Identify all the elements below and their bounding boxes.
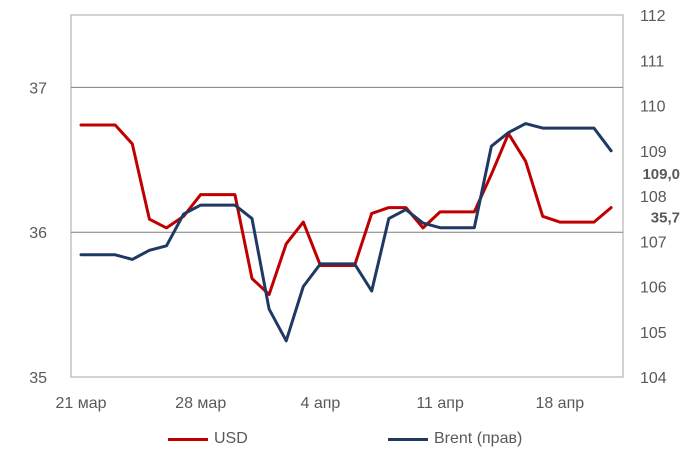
legend-item-brent: Brent (прав) <box>388 428 522 450</box>
end-value-label: 35,7 <box>651 210 680 227</box>
right-y-axis: 104 105 106 107 108 109 110 111 112 <box>640 8 667 387</box>
legend-label-brent: Brent (прав) <box>434 430 523 447</box>
right-tick-label: 109 <box>640 144 667 161</box>
gridlines <box>71 86 623 233</box>
legend-label-usd: USD <box>214 430 248 447</box>
right-tick-label: 104 <box>640 370 667 387</box>
legend-swatch-brent <box>388 437 428 441</box>
series-line-usd <box>79 123 613 296</box>
right-tick-label: 107 <box>640 234 667 251</box>
right-tick-label: 111 <box>640 53 664 70</box>
x-tick-label: 28 мар <box>175 395 226 412</box>
right-tick-label: 112 <box>640 8 666 25</box>
plot-area <box>70 14 624 378</box>
x-tick-label: 11 апр <box>416 395 464 412</box>
left-tick-label: 35 <box>29 370 47 387</box>
left-tick-label: 37 <box>29 80 47 97</box>
right-tick-label: 108 <box>640 189 667 206</box>
annotations: 109,0 35,7 <box>642 166 680 227</box>
right-tick-label: 105 <box>640 325 667 342</box>
x-axis: 21 мар 28 мар 4 апр 11 апр 18 апр <box>55 395 584 412</box>
left-tick-label: 36 <box>29 225 47 242</box>
x-tick-label: 18 апр <box>535 395 584 412</box>
legend-swatch-usd <box>168 437 208 441</box>
right-tick-label: 106 <box>640 280 667 297</box>
series-line-brent <box>79 122 613 343</box>
left-y-axis: 35 36 37 <box>29 80 47 387</box>
right-tick-label: 110 <box>640 99 666 116</box>
x-tick-label: 21 мар <box>55 395 106 412</box>
series-lines <box>79 122 613 343</box>
x-tick-label: 4 апр <box>300 395 340 412</box>
legend-item-usd: USD <box>168 428 248 450</box>
end-value-label: 109,0 <box>642 166 680 183</box>
